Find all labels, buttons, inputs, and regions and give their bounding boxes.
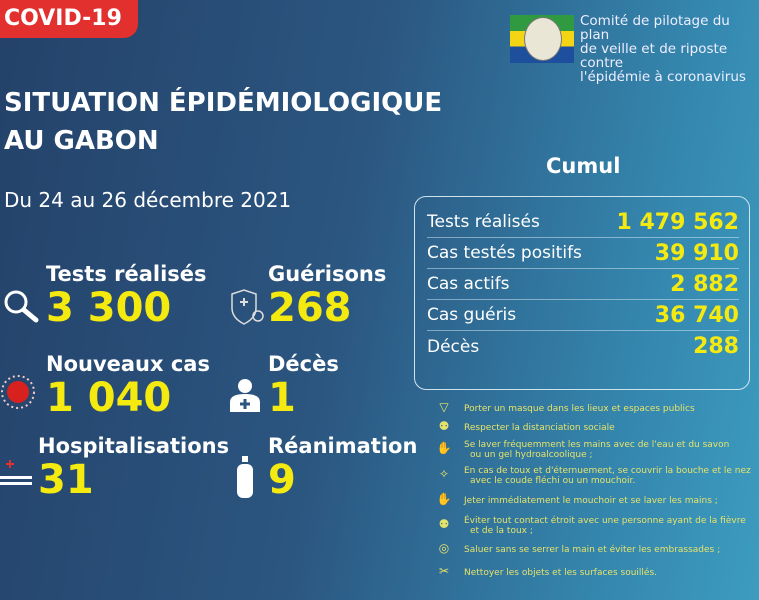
cumul-label: Décès [427,336,480,357]
mask-icon: ▽ [439,400,449,414]
stat-value: 3 300 [46,285,172,331]
cumul-row: Tests réalisés 1 479 562 [427,207,739,238]
cough-icon: ✧ [438,467,450,481]
cumul-title: Cumul [546,154,621,178]
period: Du 24 au 26 décembre 2021 [4,188,292,212]
stat-value: 9 [268,457,296,503]
stat-tests: Tests réalisés 3 300 [46,262,207,330]
stat-label: Hospitalisations [38,434,230,458]
cumul-value: 39 910 [654,240,739,266]
distancing-icon: ⚉ [438,419,450,433]
greeting-icon: ◎ [438,541,450,555]
precaution-item: ▽ Porter un masque dans les lieux et espa… [436,400,695,416]
page-title: SITUATION ÉPIDÉMIOLOGIQUE AU GABON [4,84,442,160]
stat-hospitalisations: Hospitalisations 31 [38,434,229,502]
shield-cross-icon [231,289,264,325]
stat-recoveries: Guérisons 268 [268,262,386,330]
handwash-icon: ✋ [436,441,452,455]
precaution-text: Se laver fréquemment les mains avec de l… [464,440,730,450]
cumul-label: Cas guéris [427,305,517,325]
precaution-item: ◎ Saluer sans se serrer la main et éviter… [436,541,721,557]
cumul-table: Tests réalisés 1 479 562 Cas testés posit… [414,196,750,390]
stat-deaths: Décès 1 [268,352,339,420]
cumul-row: Cas guéris 36 740 [427,300,739,331]
stat-value: 1 040 [46,375,172,421]
hospital-bed-icon [0,460,32,485]
precaution-text: ou un gel hydroalcoolique ; [470,450,593,460]
stat-new-cases: Nouveaux cas 1 040 [46,352,210,420]
title-line: SITUATION ÉPIDÉMIOLOGIQUE [4,88,443,118]
precaution-item: ✧ En cas de toux et d'éternuement, se cou… [436,466,751,486]
cumul-label: Cas actifs [427,274,510,294]
cumul-row: Décès 288 [427,331,739,362]
stat-value: 268 [268,285,352,331]
stat-label: Guérisons [268,262,387,286]
committee-name: Comité de pilotage du plan de veille et … [580,14,759,84]
cumul-value: 2 882 [670,271,739,297]
precaution-item: ✋ Jeter immédiatement le mouchoir et se l… [436,492,718,508]
title-line: AU GABON [4,126,159,156]
stat-label: Réanimation [268,434,418,458]
stat-value: 1 [268,375,296,421]
precaution-item: ⚉ Respecter la distanciation sociale [436,419,615,435]
precaution-text: Porter un masque dans les lieux et espac… [464,404,695,414]
precaution-text: Respecter la distanciation sociale [464,423,615,433]
person-cross-icon [230,379,260,412]
committee-line: l'épidémie à coronavirus [580,69,746,85]
covid-badge: COVID-19 [0,0,138,38]
committee-line: de veille et de riposte contre [580,41,728,71]
distancing-icon: ⚉ [438,517,450,531]
precaution-text: Nettoyer les objets et les surfaces soui… [464,568,657,578]
stat-label: Tests réalisés [46,262,207,286]
seal-icon [524,17,562,61]
precaution-text: En cas de toux et d'éternuement, se couv… [464,466,751,476]
handwash-icon: ✋ [436,492,452,506]
precaution-text: Saluer sans se serrer la main et éviter … [464,545,721,555]
cumul-label: Tests réalisés [427,212,540,232]
cumul-row: Cas testés positifs 39 910 [427,238,739,269]
gabon-flag-logo [510,15,574,63]
stat-value: 31 [38,457,94,503]
cumul-row: Cas actifs 2 882 [427,269,739,300]
precaution-text: et de la toux ; [470,526,533,536]
cumul-value: 1 479 562 [616,209,739,235]
stat-intensive-care: Réanimation 9 [268,434,417,502]
precaution-item: ✋ Se laver fréquemment les mains avec de … [436,440,730,460]
cumul-label: Cas testés positifs [427,243,582,263]
stat-label: Nouveaux cas [46,352,210,376]
cleaning-icon: ✂ [438,564,450,578]
committee-line: Comité de pilotage du plan [580,13,730,43]
magnifier-icon [4,290,39,323]
virus-icon [1,375,35,409]
cumul-value: 36 740 [654,302,739,328]
precaution-text: Jeter immédiatement le mouchoir et se la… [464,496,718,506]
precaution-text: avec le coude fléchi ou un mouchoir. [470,476,636,486]
precaution-item: ⚉ Éviter tout contact étroit avec une per… [436,516,746,536]
precaution-text: Éviter tout contact étroit avec une pers… [464,516,746,526]
oxygen-tank-icon [237,456,253,498]
stat-label: Décès [268,352,339,376]
cumul-value: 288 [693,334,739,359]
precaution-item: ✂ Nettoyer les objets et les surfaces sou… [436,564,657,580]
